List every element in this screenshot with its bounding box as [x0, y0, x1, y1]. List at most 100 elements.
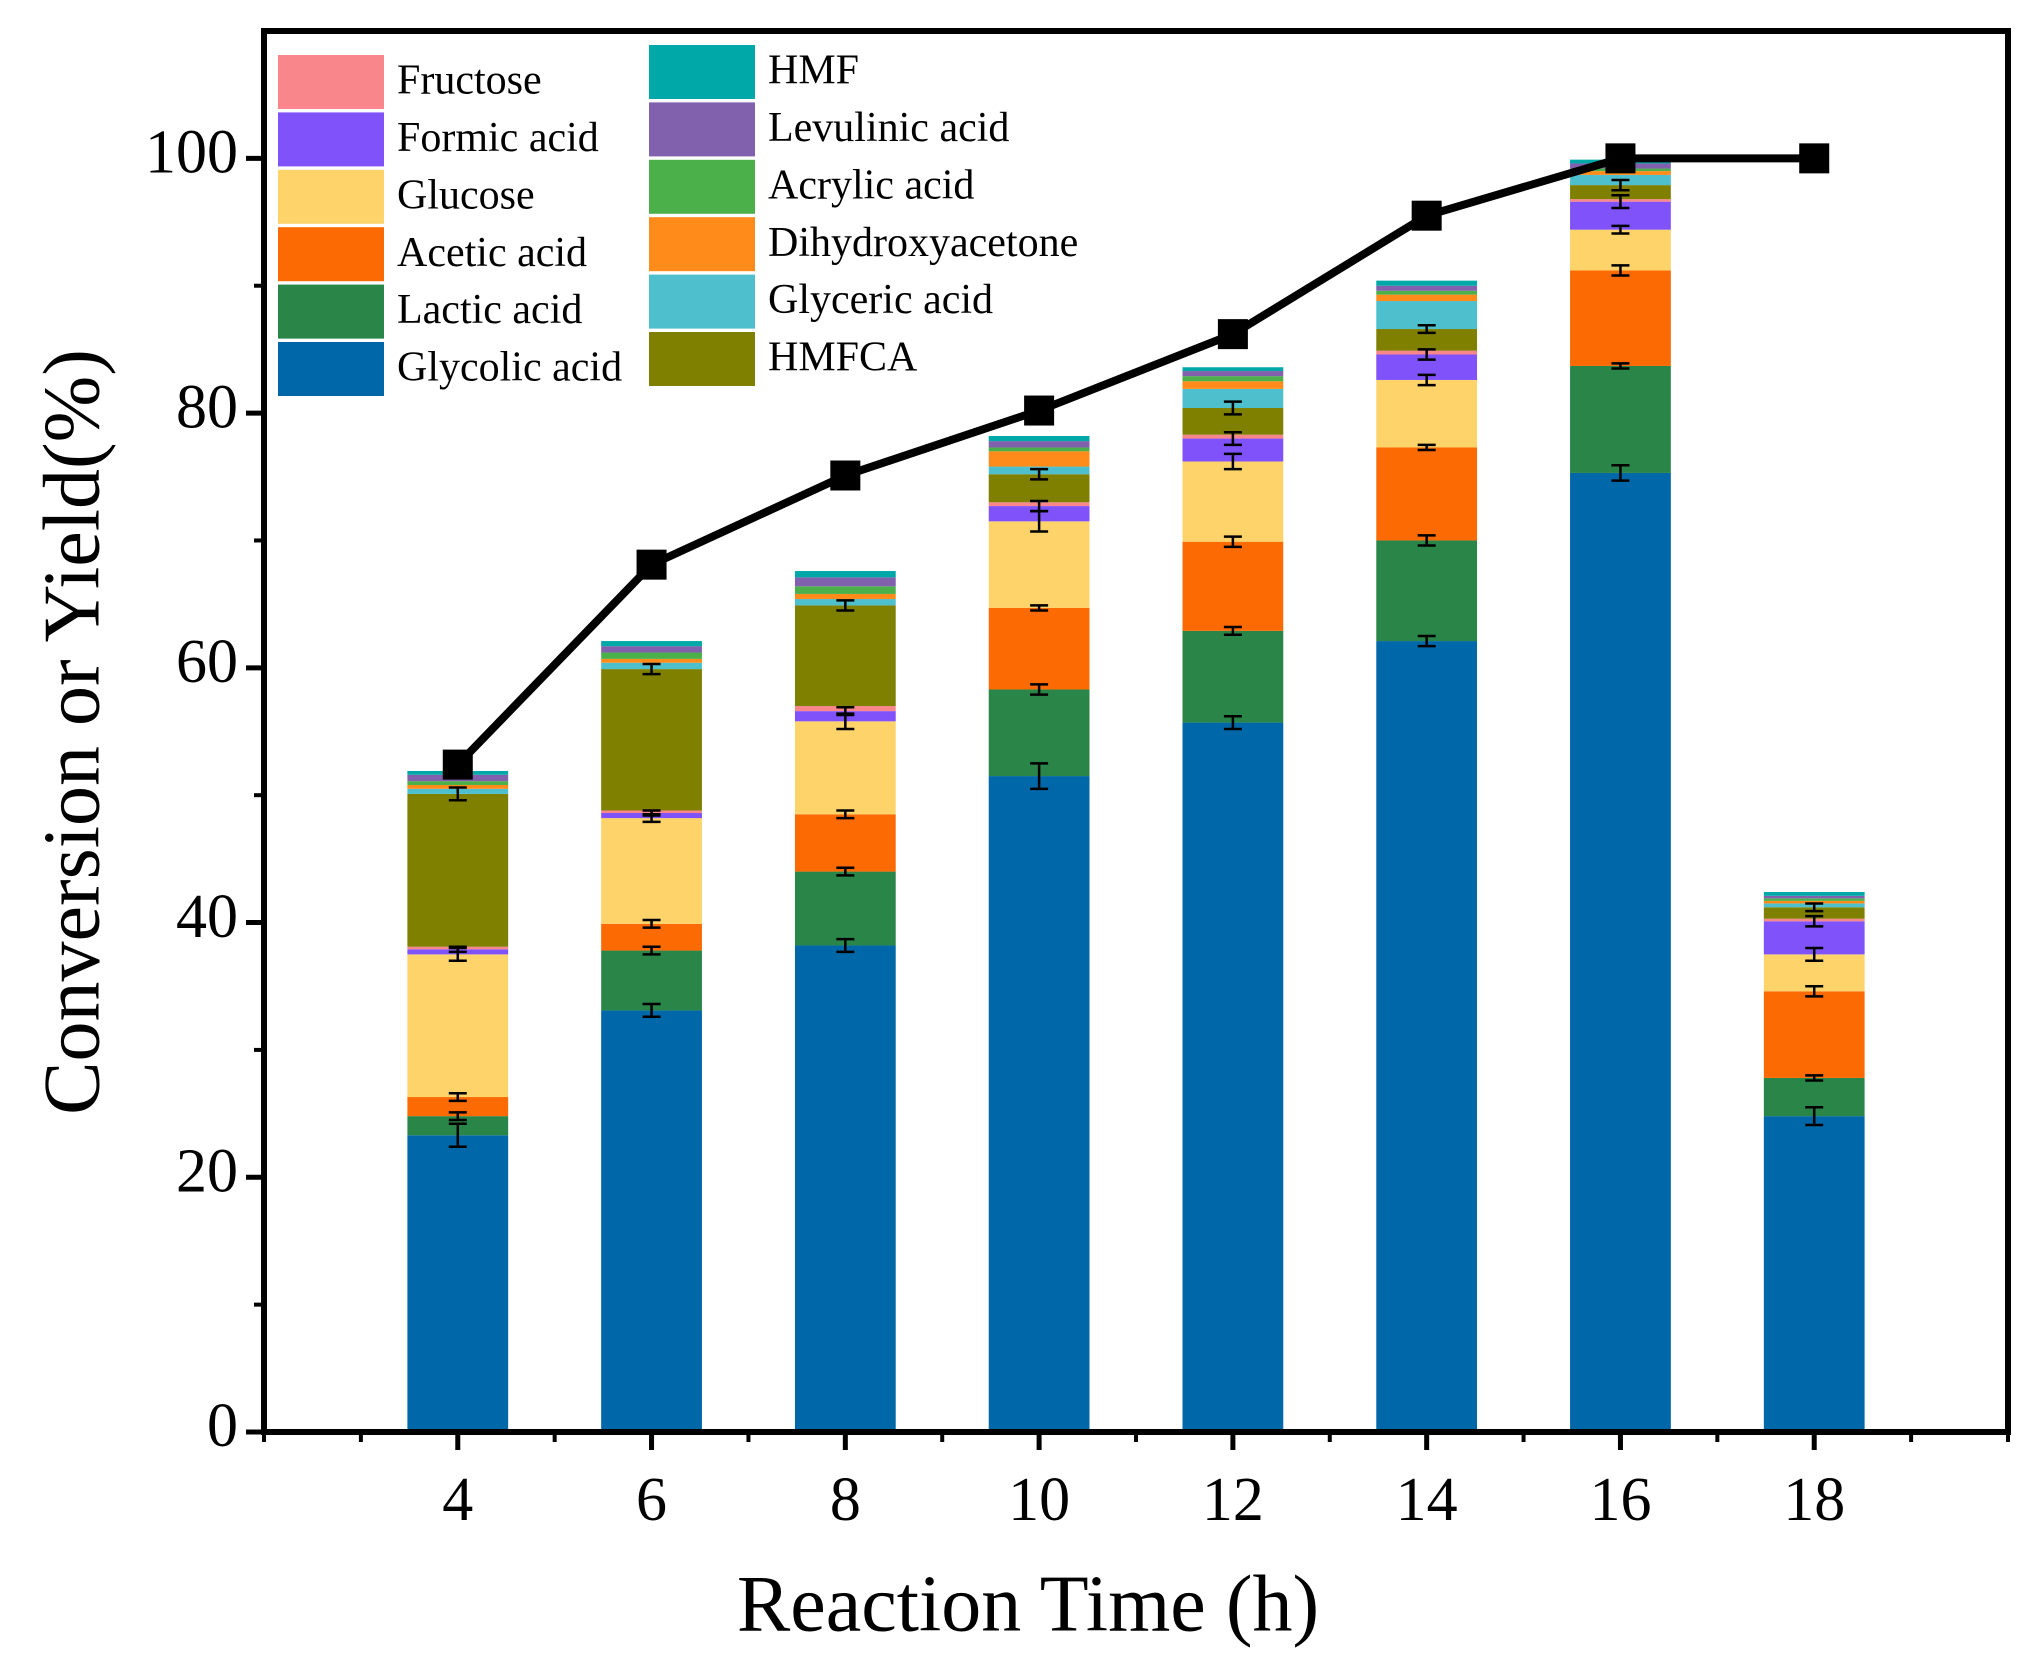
bar-segment — [988, 521, 1090, 608]
error-bar — [1611, 194, 1630, 210]
legend-swatch — [649, 274, 755, 329]
bar-segment — [1182, 381, 1284, 389]
x-tick-label: 12 — [1202, 1466, 1264, 1534]
error-bar — [1611, 224, 1630, 235]
bar-segment — [1376, 641, 1478, 1432]
x-tick-label: 14 — [1396, 1466, 1458, 1534]
legend-swatch — [649, 332, 755, 386]
bar-segment — [407, 1135, 509, 1432]
bar-segment — [988, 776, 1090, 1432]
bar-segment — [601, 658, 702, 663]
bar-segment — [1182, 438, 1284, 462]
conversion-line — [454, 154, 1815, 768]
x-tick-label: 10 — [1008, 1466, 1070, 1534]
conversion-marker — [830, 460, 861, 491]
legend-swatch — [278, 169, 384, 224]
legend-label: Glyceric acid — [768, 277, 993, 323]
x-tick-label: 8 — [830, 1466, 861, 1534]
conversion-marker — [636, 549, 667, 580]
bar-segment — [988, 436, 1090, 442]
error-bar — [1611, 264, 1630, 277]
error-bar — [1030, 499, 1049, 513]
error-bar — [1030, 604, 1049, 612]
x-tick-label: 18 — [1783, 1466, 1845, 1534]
error-bar — [836, 809, 855, 820]
conversion-marker — [1411, 200, 1442, 231]
bar-segment — [1376, 290, 1478, 295]
conversion-marker — [1024, 395, 1055, 426]
legend-label: HMFCA — [768, 335, 918, 381]
error-bar — [1417, 373, 1436, 387]
bar-segment — [794, 721, 896, 815]
error-bar — [448, 1091, 467, 1103]
error-bar — [836, 599, 855, 612]
legend-label: Glycolic acid — [397, 345, 622, 391]
bar-segment — [1570, 365, 1671, 473]
bar-segment — [988, 689, 1090, 777]
bar-segment — [407, 954, 509, 1098]
bar-segment — [794, 605, 896, 707]
legend-swatch — [278, 227, 384, 282]
conversion-marker — [442, 749, 473, 780]
bar-segment — [1570, 185, 1671, 200]
bar-segment — [1570, 270, 1671, 366]
bar-segment — [988, 607, 1090, 690]
bar-segment — [601, 950, 702, 1011]
legend-label: Fructose — [397, 58, 542, 104]
legend-label: Glucose — [397, 172, 535, 218]
bar-segment — [1763, 895, 1865, 899]
error-bar — [836, 706, 855, 717]
bar-segment — [1376, 285, 1478, 291]
bar-segment — [988, 451, 1090, 467]
error-bar — [448, 945, 467, 954]
bar-segment — [794, 577, 896, 587]
bar-segment — [1763, 898, 1865, 901]
x-axis-title: Reaction Time (h) — [737, 1560, 1319, 1648]
legend-swatch — [278, 284, 384, 339]
legend-label: Acrylic acid — [768, 162, 974, 208]
error-bar — [1805, 1074, 1824, 1082]
bar-segment — [601, 652, 702, 659]
error-bar — [1611, 178, 1630, 192]
bar-segment — [601, 646, 702, 653]
bar-segment — [794, 593, 896, 600]
error-bar — [836, 866, 855, 877]
legend-label: Dihydroxyacetone — [768, 220, 1078, 266]
error-bar — [1417, 634, 1436, 648]
legend-label: Formic acid — [397, 115, 599, 161]
legend-swatch — [278, 55, 384, 109]
error-bar — [1223, 430, 1242, 447]
bar-segment — [1570, 472, 1671, 1433]
legend-swatch — [649, 217, 755, 272]
bar-segment — [988, 441, 1090, 448]
error-bar — [836, 937, 855, 954]
error-bar — [1805, 914, 1824, 928]
bar-segment — [407, 1097, 509, 1117]
y-tick-label: 0 — [207, 1392, 238, 1460]
legend-swatch — [278, 112, 384, 167]
bar-segment — [794, 571, 896, 578]
error-bar — [448, 1122, 467, 1148]
bar-segment — [1763, 891, 1865, 896]
bar-segment — [1763, 991, 1865, 1078]
bar-segment — [794, 871, 896, 946]
error-bar — [1223, 535, 1242, 549]
legend-label: HMF — [768, 48, 859, 94]
bar-segment — [1570, 229, 1671, 271]
error-bar — [1223, 400, 1242, 416]
bar-segment — [1763, 1116, 1865, 1432]
legend-label: Acetic acid — [397, 230, 587, 276]
bar-segment — [1763, 900, 1865, 904]
bar-segment — [1376, 294, 1478, 302]
legend-swatch — [649, 45, 755, 99]
bar-segment — [601, 818, 702, 924]
legend-swatch — [278, 342, 384, 396]
legend-label: Lactic acid — [397, 287, 582, 333]
bar-segment — [601, 669, 702, 811]
error-bar — [1030, 467, 1049, 481]
y-tick-label: 40 — [176, 883, 238, 951]
bar-segment — [1182, 541, 1284, 631]
y-tick-label: 100 — [145, 119, 238, 187]
bar-segment — [1182, 722, 1284, 1432]
legend-label: Levulinic acid — [768, 105, 1009, 151]
